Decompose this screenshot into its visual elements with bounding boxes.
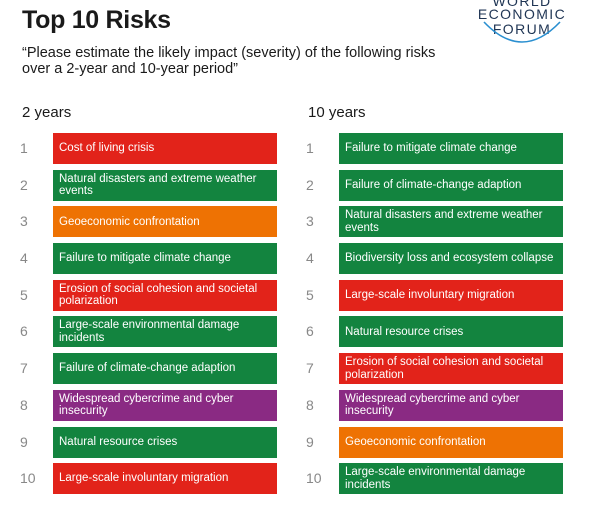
column-heading-10-years: 10 years [308,104,366,121]
risk-rank: 8 [20,396,28,413]
risk-label: Large-scale environmental damage inciden… [339,463,563,495]
risk-rank: 3 [306,213,314,230]
risk-rank: 6 [306,323,314,340]
risk-rank: 6 [20,323,28,340]
risk-label: Failure to mitigate climate change [339,133,563,164]
wef-logo: WORLD ECONOMIC FORUM [462,0,582,48]
risk-label: Geoeconomic confrontation [53,206,277,238]
risk-label: Erosion of social cohesion and societal … [339,353,563,385]
risk-rank: 4 [306,250,314,267]
risk-label: Large-scale involuntary migration [53,463,277,495]
risk-rank: 4 [20,250,28,267]
risk-label: Failure to mitigate climate change [53,243,277,275]
risk-rank: 5 [20,286,28,303]
column-heading-2-years: 2 years [22,104,72,121]
risk-label: Failure of climate-change adaption [339,169,563,201]
risk-label: Failure of climate-change adaption [53,353,277,385]
risk-label: Large-scale environmental damage inciden… [53,316,277,348]
risk-label: Geoeconomic confrontation [339,426,563,458]
risk-label: Natural resource crises [53,426,277,458]
risk-rank: 5 [306,286,314,303]
risk-rank: 3 [20,213,28,230]
risk-rank: 1 [20,140,28,156]
risk-rank: 10 [20,470,36,487]
risk-rank: 7 [306,360,314,377]
risk-rank: 8 [306,396,314,413]
logo-line-1: WORLD [462,0,582,7]
risk-rank: 9 [306,433,314,450]
risk-rank: 2 [306,176,314,193]
risk-rank: 7 [20,360,28,377]
risk-rank: 1 [306,140,314,156]
risk-rank: 10 [306,470,322,487]
logo-arc-icon [483,21,561,43]
risk-label: Widespread cybercrime and cyber insecuri… [53,389,277,421]
subtitle: “Please estimate the likely impact (seve… [22,45,436,77]
risk-label: Erosion of social cohesion and societal … [53,279,277,311]
risk-label: Natural disasters and extreme weather ev… [339,206,563,238]
risk-label: Widespread cybercrime and cyber insecuri… [339,389,563,421]
risk-label: Cost of living crisis [53,133,277,164]
logo-line-2: ECONOMIC [477,6,567,22]
risk-label: Large-scale involuntary migration [339,279,563,311]
risk-rank: 2 [20,176,28,193]
risk-label: Natural resource crises [339,316,563,348]
risk-label: Natural disasters and extreme weather ev… [53,169,277,201]
logo-line-3: FORUM [492,21,552,37]
page-title: Top 10 Risks [22,6,171,34]
risk-label: Biodiversity loss and ecosystem collapse [339,243,563,275]
risk-rank: 9 [20,433,28,450]
